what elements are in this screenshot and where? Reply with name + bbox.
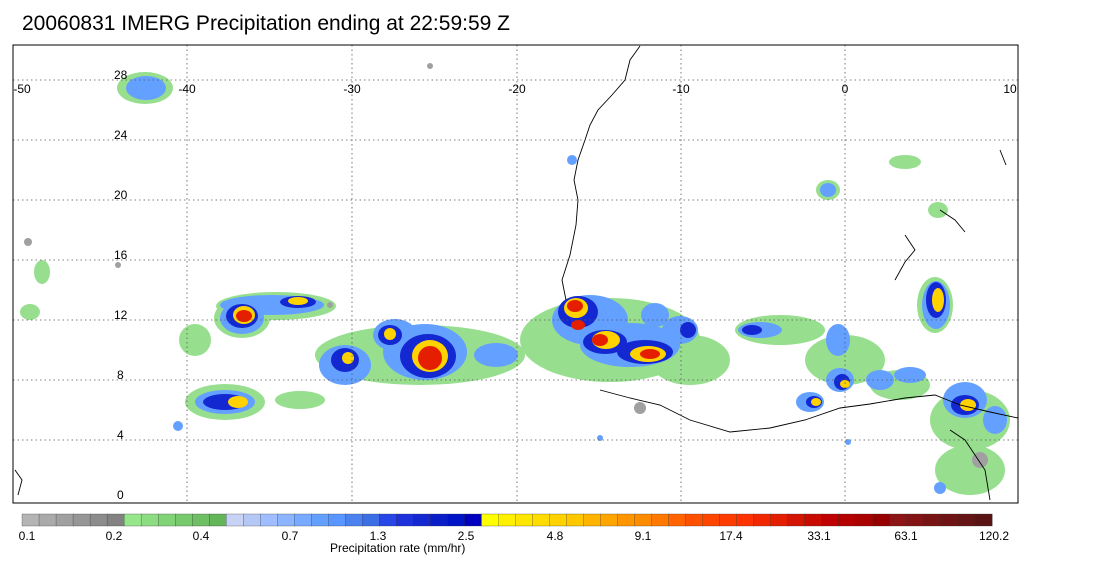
colorbar-tick-label: 0.2	[105, 529, 123, 543]
colorbar-swatch	[770, 513, 789, 527]
colorbar	[21, 513, 993, 527]
colorbar-swatch	[634, 513, 653, 527]
colorbar-label: Precipitation rate (mm/hr)	[330, 541, 466, 555]
graticule	[13, 45, 1018, 503]
coastlines	[14, 45, 1019, 501]
colorbar-swatch	[192, 513, 210, 527]
lon-label: -20	[508, 82, 526, 96]
colorbar-swatch	[140, 513, 159, 527]
lat-label: 28	[114, 68, 128, 82]
colorbar-swatch	[430, 513, 448, 527]
colorbar-swatch	[123, 513, 142, 527]
colorbar-swatch	[617, 513, 636, 527]
colorbar-tick-label: 9.1	[634, 529, 652, 543]
colorbar-swatch	[719, 513, 738, 527]
colorbar-tick-label: 33.1	[807, 529, 831, 543]
colorbar-swatch	[362, 513, 380, 527]
lat-label: 24	[114, 128, 128, 142]
colorbar-swatch	[175, 513, 193, 527]
lon-label: -10	[672, 82, 690, 96]
colorbar-swatch	[753, 513, 772, 527]
colorbar-swatch	[736, 513, 755, 527]
colorbar-swatch	[328, 513, 346, 527]
colorbar-swatch	[889, 513, 908, 527]
colorbar-swatch	[600, 513, 619, 527]
colorbar-swatch	[940, 513, 959, 527]
colorbar-swatch	[89, 513, 108, 527]
colorbar-swatch	[821, 513, 840, 527]
colorbar-swatch	[277, 513, 295, 527]
map-frame	[12, 44, 1019, 504]
colorbar-swatch	[21, 513, 40, 527]
colorbar-swatch	[243, 513, 261, 527]
precipitation-field	[20, 63, 1010, 495]
colorbar-swatch	[566, 513, 585, 527]
colorbar-tick-label: 0.7	[281, 529, 299, 543]
map-title: 20060831 IMERG Precipitation ending at 2…	[22, 12, 510, 35]
colorbar-swatch	[872, 513, 891, 527]
colorbar-swatch	[668, 513, 687, 527]
lat-label: 8	[117, 368, 124, 382]
colorbar-swatch	[396, 513, 414, 527]
lat-label: 20	[114, 188, 128, 202]
colorbar-swatch	[447, 513, 465, 527]
colorbar-swatch	[583, 513, 602, 527]
colorbar-swatch	[72, 513, 91, 527]
colorbar-swatch	[226, 513, 244, 527]
colorbar-swatch	[651, 513, 670, 527]
longitude-labels: -50 -40 -30 -20 -10 0 10	[13, 82, 1017, 96]
colorbar-swatch	[209, 513, 227, 527]
lon-label: -50	[13, 82, 31, 96]
colorbar-tick-label: 2.5	[457, 529, 475, 543]
colorbar-swatch	[106, 513, 125, 527]
lon-label: 0	[842, 82, 849, 96]
colorbar-swatch	[787, 513, 806, 527]
colorbar-tick-label: 1.3	[369, 529, 387, 543]
colorbar-swatch	[685, 513, 704, 527]
lat-label: 4	[117, 428, 124, 442]
colorbar-swatch	[311, 513, 329, 527]
colorbar-swatch	[804, 513, 823, 527]
colorbar-swatch	[855, 513, 874, 527]
colorbar-tick-label: 0.4	[192, 529, 210, 543]
lon-label: -40	[178, 82, 196, 96]
colorbar-swatch	[157, 513, 176, 527]
colorbar-tick-label: 0.1	[18, 529, 36, 543]
colorbar-swatch	[532, 513, 551, 527]
latitude-labels: 28 24 20 16 12 8 4 0	[114, 68, 128, 502]
colorbar-swatch	[515, 513, 533, 527]
colorbar-swatch	[379, 513, 397, 527]
colorbar-swatch	[906, 513, 925, 527]
lon-label: 10	[1003, 82, 1017, 96]
colorbar-swatch	[498, 513, 516, 527]
colorbar-swatch	[481, 513, 499, 527]
colorbar-swatch	[923, 513, 942, 527]
colorbar-swatch	[55, 513, 74, 527]
colorbar-swatch	[38, 513, 57, 527]
lat-label: 0	[117, 488, 124, 502]
lat-label: 12	[114, 308, 128, 322]
colorbar-swatch	[974, 513, 993, 527]
lat-label: 16	[114, 248, 128, 262]
colorbar-tick-label: 63.1	[894, 529, 918, 543]
colorbar-swatch	[838, 513, 857, 527]
colorbar-swatch	[413, 513, 431, 527]
colorbar-swatch	[464, 513, 482, 527]
colorbar-swatch	[957, 513, 976, 527]
colorbar-tick-label: 4.8	[546, 529, 564, 543]
lon-label: -30	[343, 82, 361, 96]
colorbar-swatch	[345, 513, 363, 527]
colorbar-swatch	[702, 513, 721, 527]
colorbar-swatch	[260, 513, 278, 527]
colorbar-tick-label: 17.4	[719, 529, 743, 543]
colorbar-tick-label: 120.2	[978, 529, 1010, 543]
colorbar-swatch	[294, 513, 312, 527]
colorbar-swatch	[549, 513, 568, 527]
